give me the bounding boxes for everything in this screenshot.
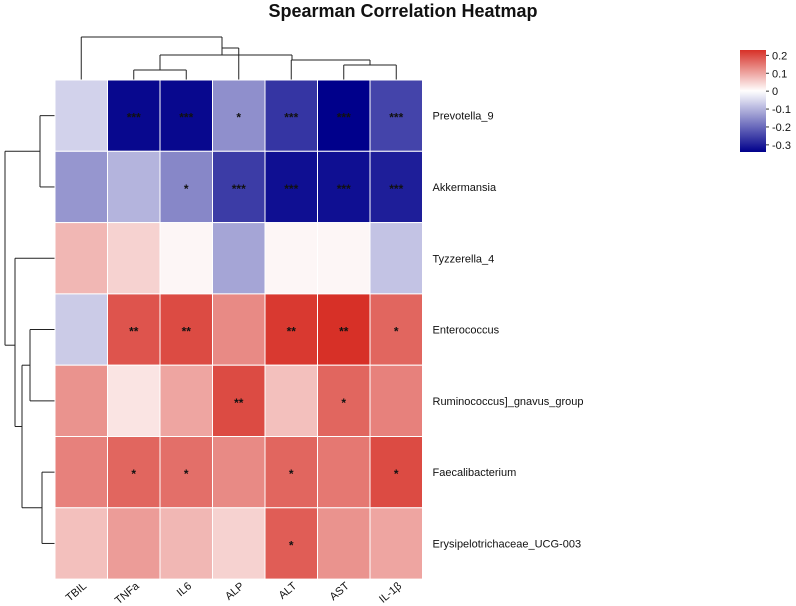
heatmap-cell [317, 507, 371, 580]
heatmap-cell [212, 507, 266, 580]
row-label: Faecalibacterium [433, 467, 517, 479]
heatmap-cell [369, 222, 423, 295]
significance-mark: * [289, 467, 294, 481]
significance-mark: ** [287, 325, 297, 339]
heatmap-cell [264, 79, 318, 152]
column-labels: TBIL TNFa IL6 ALP ALT AST IL-1β [64, 580, 405, 606]
heatmap-cell [369, 507, 423, 580]
significance-mark: *** [389, 111, 403, 125]
heatmap-cell [54, 150, 108, 224]
heatmap-cell [212, 79, 266, 152]
heatmap-cell [264, 293, 318, 366]
colorbar-gradient [740, 50, 766, 152]
heatmap-cell [264, 507, 318, 580]
colorbar-tick-label: 0.2 [772, 50, 787, 62]
significance-mark: ** [182, 325, 192, 339]
significance-mark: * [236, 111, 241, 125]
significance-mark: ** [234, 396, 244, 410]
column-label: IL-1β [377, 580, 404, 605]
heatmap-cell [54, 436, 108, 509]
significance-mark: * [289, 538, 294, 552]
heatmap-cell [54, 222, 108, 295]
heatmap-cell [317, 436, 371, 509]
heatmap-cell [107, 293, 161, 366]
heatmap-cell [107, 436, 161, 509]
heatmap-cell [107, 79, 161, 152]
heatmap-cell [54, 364, 108, 438]
heatmap-cell [159, 364, 213, 438]
heatmap-cell [264, 436, 318, 509]
significance-mark: *** [284, 111, 298, 125]
column-label: ALT [277, 580, 300, 602]
heatmap-cell [264, 150, 318, 224]
heatmap-cell [159, 79, 213, 152]
row-label: Ruminococcus]_gnavus_group [433, 396, 584, 408]
colorbar-tick-label: 0.1 [772, 68, 787, 80]
heatmap-cell [159, 293, 213, 366]
significance-mark: * [184, 182, 189, 196]
column-label: IL6 [175, 580, 194, 599]
heatmap-cell [54, 293, 108, 366]
heatmap-cell [159, 222, 213, 295]
significance-mark: * [131, 467, 136, 481]
significance-mark: * [341, 396, 346, 410]
row-label: Prevotella_9 [433, 111, 494, 123]
significance-mark: ** [129, 325, 139, 339]
significance-mark: *** [127, 111, 141, 125]
heatmap-cell [54, 507, 108, 580]
row-label: Tyzzerella_4 [433, 253, 495, 265]
heatmap-cell [264, 222, 318, 295]
column-label: TNFa [113, 580, 142, 606]
heatmap-cell [212, 293, 266, 366]
heatmap-cell [107, 222, 161, 295]
heatmap-cell [264, 364, 318, 438]
heatmap-cell [369, 436, 423, 509]
colorbar-tick-label: 0 [772, 86, 778, 98]
heatmap-cell [107, 507, 161, 580]
heatmap-cell [54, 79, 108, 152]
significance-mark: *** [389, 182, 403, 196]
column-label: ALP [223, 580, 247, 603]
significance-mark: *** [337, 111, 351, 125]
significance-marks: *** *** * *** *** **** *** *** *** ***** ** ** ** ***… [127, 111, 404, 553]
heatmap-cell [317, 79, 371, 152]
heatmap-cell [369, 293, 423, 366]
row-label: Erysipelotrichaceae_UCG-003 [433, 538, 582, 550]
heatmap-cell [317, 293, 371, 366]
heatmap-cell [369, 364, 423, 438]
column-label: TBIL [64, 580, 90, 604]
row-label: Enterococcus [433, 325, 500, 337]
heatmap-cell [369, 79, 423, 152]
chart-title: Spearman Correlation Heatmap [268, 1, 537, 21]
colorbar-tick-label: -0.1 [772, 104, 791, 116]
column-label: AST [328, 580, 352, 603]
row-dendrogram [4, 115, 55, 544]
significance-mark: * [394, 325, 399, 339]
colorbar-tick-label: -0.2 [772, 122, 791, 134]
colorbar-legend: 0.2 0.1 0 -0.1 -0.2 -0.3 [740, 50, 791, 152]
column-dendrogram [80, 36, 397, 80]
significance-mark: * [184, 467, 189, 481]
heatmap-cell [159, 507, 213, 580]
heatmap-cell [317, 150, 371, 224]
heatmap-cell [159, 150, 213, 224]
significance-mark: *** [337, 182, 351, 196]
heatmap-cell [107, 364, 161, 438]
significance-mark: *** [232, 182, 246, 196]
significance-mark: * [394, 467, 399, 481]
heatmap-cell [317, 364, 371, 438]
heatmap-cell [212, 150, 266, 224]
row-label: Akkermansia [433, 182, 497, 194]
heatmap-cell [317, 222, 371, 295]
row-labels: Prevotella_9 Akkermansia Tyzzerella_4 Enter… [433, 111, 584, 551]
significance-mark: *** [179, 111, 193, 125]
significance-mark: ** [339, 325, 349, 339]
heatmap-cells [54, 79, 423, 580]
heatmap-cell [107, 150, 161, 224]
colorbar-tick-label: -0.3 [772, 140, 791, 152]
heatmap-cell [212, 222, 266, 295]
significance-mark: *** [284, 182, 298, 196]
heatmap-cell [212, 436, 266, 509]
